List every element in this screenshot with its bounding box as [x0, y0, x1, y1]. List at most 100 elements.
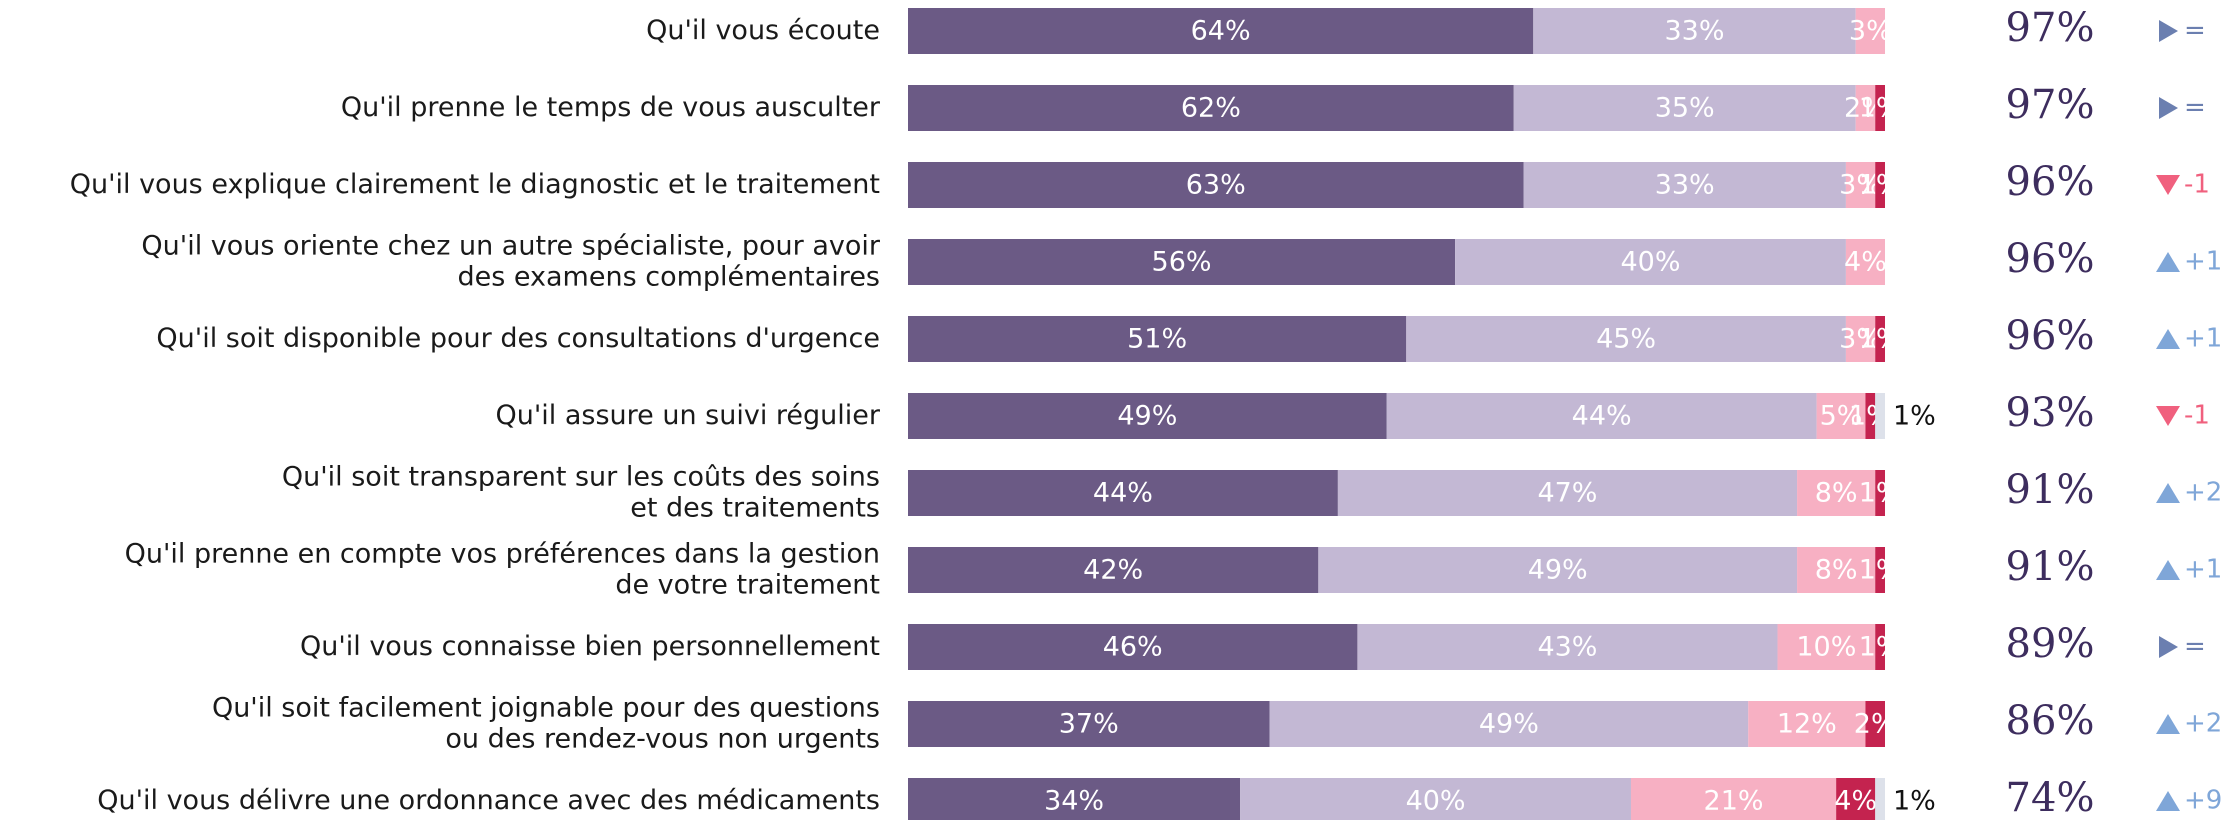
segment-label: 21%: [1704, 786, 1764, 817]
segment-label: 10%: [1796, 632, 1856, 663]
bar-segment: [1816, 393, 1866, 439]
total-label: 86%: [2006, 698, 2095, 744]
bar-segment: [1875, 162, 1885, 208]
segment-label: 1%: [1859, 555, 1902, 586]
change-label: +2: [2184, 478, 2222, 508]
segment-label: 43%: [1537, 632, 1597, 663]
total-label: 74%: [2006, 775, 2095, 820]
category-label: Qu'il vous délivre une ordonnance avec d…: [97, 785, 880, 816]
segment-label: 8%: [1815, 478, 1858, 509]
total-label: 96%: [2006, 159, 2095, 205]
category-label: Qu'il assure un suivi régulier: [496, 400, 881, 431]
segment-label: 1%: [1859, 632, 1902, 663]
segment-label: 49%: [1479, 709, 1539, 740]
segment-label: 1%: [1859, 324, 1902, 355]
bar-segment: [1386, 393, 1817, 439]
segment-label: 1%: [1859, 170, 1902, 201]
bar-segment: [1875, 624, 1885, 670]
segment-label: 5%: [1820, 401, 1863, 432]
category-label: Qu'il vous oriente chez un autre spécial…: [141, 230, 880, 292]
total-label: 93%: [2006, 390, 2095, 436]
total-label: 97%: [2006, 82, 2095, 128]
bar-segment: [1455, 239, 1846, 285]
change-arrow: [2159, 20, 2178, 42]
segment-label: 45%: [1596, 324, 1656, 355]
bar-segment: [1318, 547, 1798, 593]
category-label: Qu'il prenne en compte vos préférences d…: [125, 538, 880, 600]
segment-label: 1%: [1859, 93, 1902, 124]
change-arrow: [2159, 97, 2178, 119]
change-label: +2: [2184, 709, 2222, 739]
bar-segment: [1845, 239, 1885, 285]
change-arrow: [2156, 252, 2180, 272]
category-line: Qu'il vous explique clairement le diagno…: [70, 169, 880, 200]
segment-label: 8%: [1815, 555, 1858, 586]
bar-segment: [1875, 778, 1885, 820]
bar-segment: [908, 239, 1456, 285]
category-line: Qu'il prenne le temps de vous ausculter: [341, 92, 881, 123]
segment-label: 4%: [1844, 247, 1887, 278]
segment-label: 4%: [1834, 786, 1877, 817]
category-line: ou des rendez-vous non urgents: [445, 723, 880, 754]
category-line: Qu'il vous connaisse bien personnellemen…: [300, 631, 880, 662]
bar-segment: [1777, 624, 1876, 670]
bar-segment: [1630, 778, 1837, 820]
category-line: Qu'il vous délivre une ordonnance avec d…: [97, 785, 880, 816]
change-arrow: [2156, 406, 2180, 426]
change-label: =: [2184, 632, 2206, 662]
bar-segment: [908, 701, 1270, 747]
change-label: -1: [2184, 401, 2210, 431]
change-arrow: [2156, 175, 2180, 195]
bar-segment: [908, 624, 1358, 670]
change-label: +1: [2184, 555, 2222, 585]
segment-label: 49%: [1117, 401, 1177, 432]
bar-segment: [908, 162, 1524, 208]
category-line: Qu'il soit transparent sur les coûts des…: [282, 461, 880, 492]
segment-label: 40%: [1621, 247, 1681, 278]
segment-label: 33%: [1664, 16, 1724, 47]
total-label: 96%: [2006, 313, 2095, 359]
bar-segment: [1855, 85, 1876, 131]
category-line: Qu'il vous écoute: [646, 15, 880, 46]
segment-label: 64%: [1191, 16, 1251, 47]
segment-label: 1%: [1893, 401, 1936, 432]
category-label: Qu'il prenne le temps de vous ausculter: [341, 92, 881, 123]
change-arrow: [2156, 560, 2180, 580]
bar-segment: [908, 470, 1338, 516]
total-label: 91%: [2006, 544, 2095, 590]
segment-label: 51%: [1127, 324, 1187, 355]
change-arrow: [2159, 636, 2178, 658]
segment-label: 12%: [1777, 709, 1837, 740]
bar-segment: [908, 316, 1407, 362]
bar-segment: [1875, 316, 1885, 362]
category-line: Qu'il assure un suivi régulier: [496, 400, 881, 431]
segment-label: 49%: [1528, 555, 1588, 586]
bar-segment: [1357, 624, 1778, 670]
segment-label: 3%: [1839, 170, 1882, 201]
category-label: Qu'il vous connaisse bien personnellemen…: [300, 631, 880, 662]
change-arrow: [2156, 329, 2180, 349]
segment-label: 46%: [1103, 632, 1163, 663]
change-label: +9: [2184, 786, 2222, 816]
total-label: 89%: [2006, 621, 2095, 667]
bar-segment: [1865, 393, 1876, 439]
segment-label: 1%: [1893, 786, 1936, 817]
bar-segment: [1406, 316, 1846, 362]
change-label: =: [2184, 16, 2206, 46]
bar-segment: [908, 8, 1534, 54]
segment-label: 1%: [1849, 401, 1892, 432]
segment-label: 37%: [1059, 709, 1119, 740]
bar-segment: [1513, 85, 1856, 131]
bar-segment: [1337, 470, 1798, 516]
category-label: Qu'il soit transparent sur les coûts des…: [282, 461, 880, 523]
segment-label: 47%: [1537, 478, 1597, 509]
segment-label: 1%: [1859, 478, 1902, 509]
total-label: 97%: [2006, 5, 2095, 51]
bar-segment: [1875, 85, 1885, 131]
bar-segment: [1865, 701, 1885, 747]
change-arrow: [2156, 714, 2180, 734]
segment-label: 62%: [1181, 93, 1241, 124]
change-arrow: [2156, 483, 2180, 503]
